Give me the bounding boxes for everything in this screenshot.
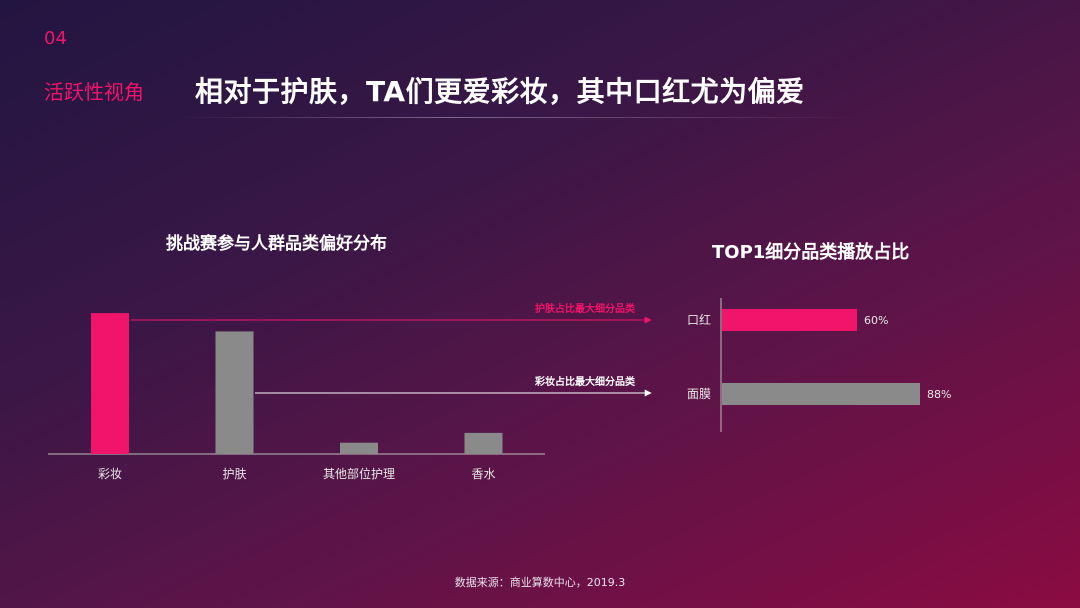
x-tick-label: 香水 xyxy=(471,467,495,481)
bar-0 xyxy=(91,313,129,454)
data-label: 60% xyxy=(864,314,888,327)
page-title: 相对于护肤，TA们更爱彩妆，其中口红尤为偏爱 xyxy=(195,75,805,108)
x-tick-label: 彩妆 xyxy=(98,467,122,481)
hbar-0 xyxy=(722,309,857,331)
bar-2 xyxy=(340,442,378,454)
bar-3 xyxy=(464,432,503,454)
x-tick-label: 护肤 xyxy=(222,466,246,481)
title-divider xyxy=(178,117,858,118)
makeup-annotation-label: 彩妆占比最大细分品类 xyxy=(534,375,635,388)
category-preference-chart: 彩妆 护肤 其他部位护理 香水 xyxy=(48,313,545,481)
y-tick-label: 面膜 xyxy=(687,387,711,401)
data-label: 88% xyxy=(927,388,951,401)
y-tick-label: 口红 xyxy=(687,312,711,327)
x-tick-label: 其他部位护理 xyxy=(323,466,395,481)
left-chart-title: 挑战赛参与人群品类偏好分布 xyxy=(166,234,387,254)
skincare-annotation-label: 护肤占比最大细分品类 xyxy=(535,302,635,315)
source-note: 数据来源：商业算数中心，2019.3 xyxy=(454,576,626,589)
annotations: 护肤占比最大细分品类 彩妆占比最大细分品类 xyxy=(131,302,652,397)
bar-1 xyxy=(215,331,254,454)
right-chart-title: TOP1细分品类播放占比 xyxy=(712,242,910,263)
top1-subcategory-chart: 口红 60% 面膜 88% xyxy=(687,298,951,432)
section-number: 04 xyxy=(44,28,67,49)
section-label: 活跃性视角 xyxy=(44,80,144,104)
hbar-1 xyxy=(722,383,920,405)
